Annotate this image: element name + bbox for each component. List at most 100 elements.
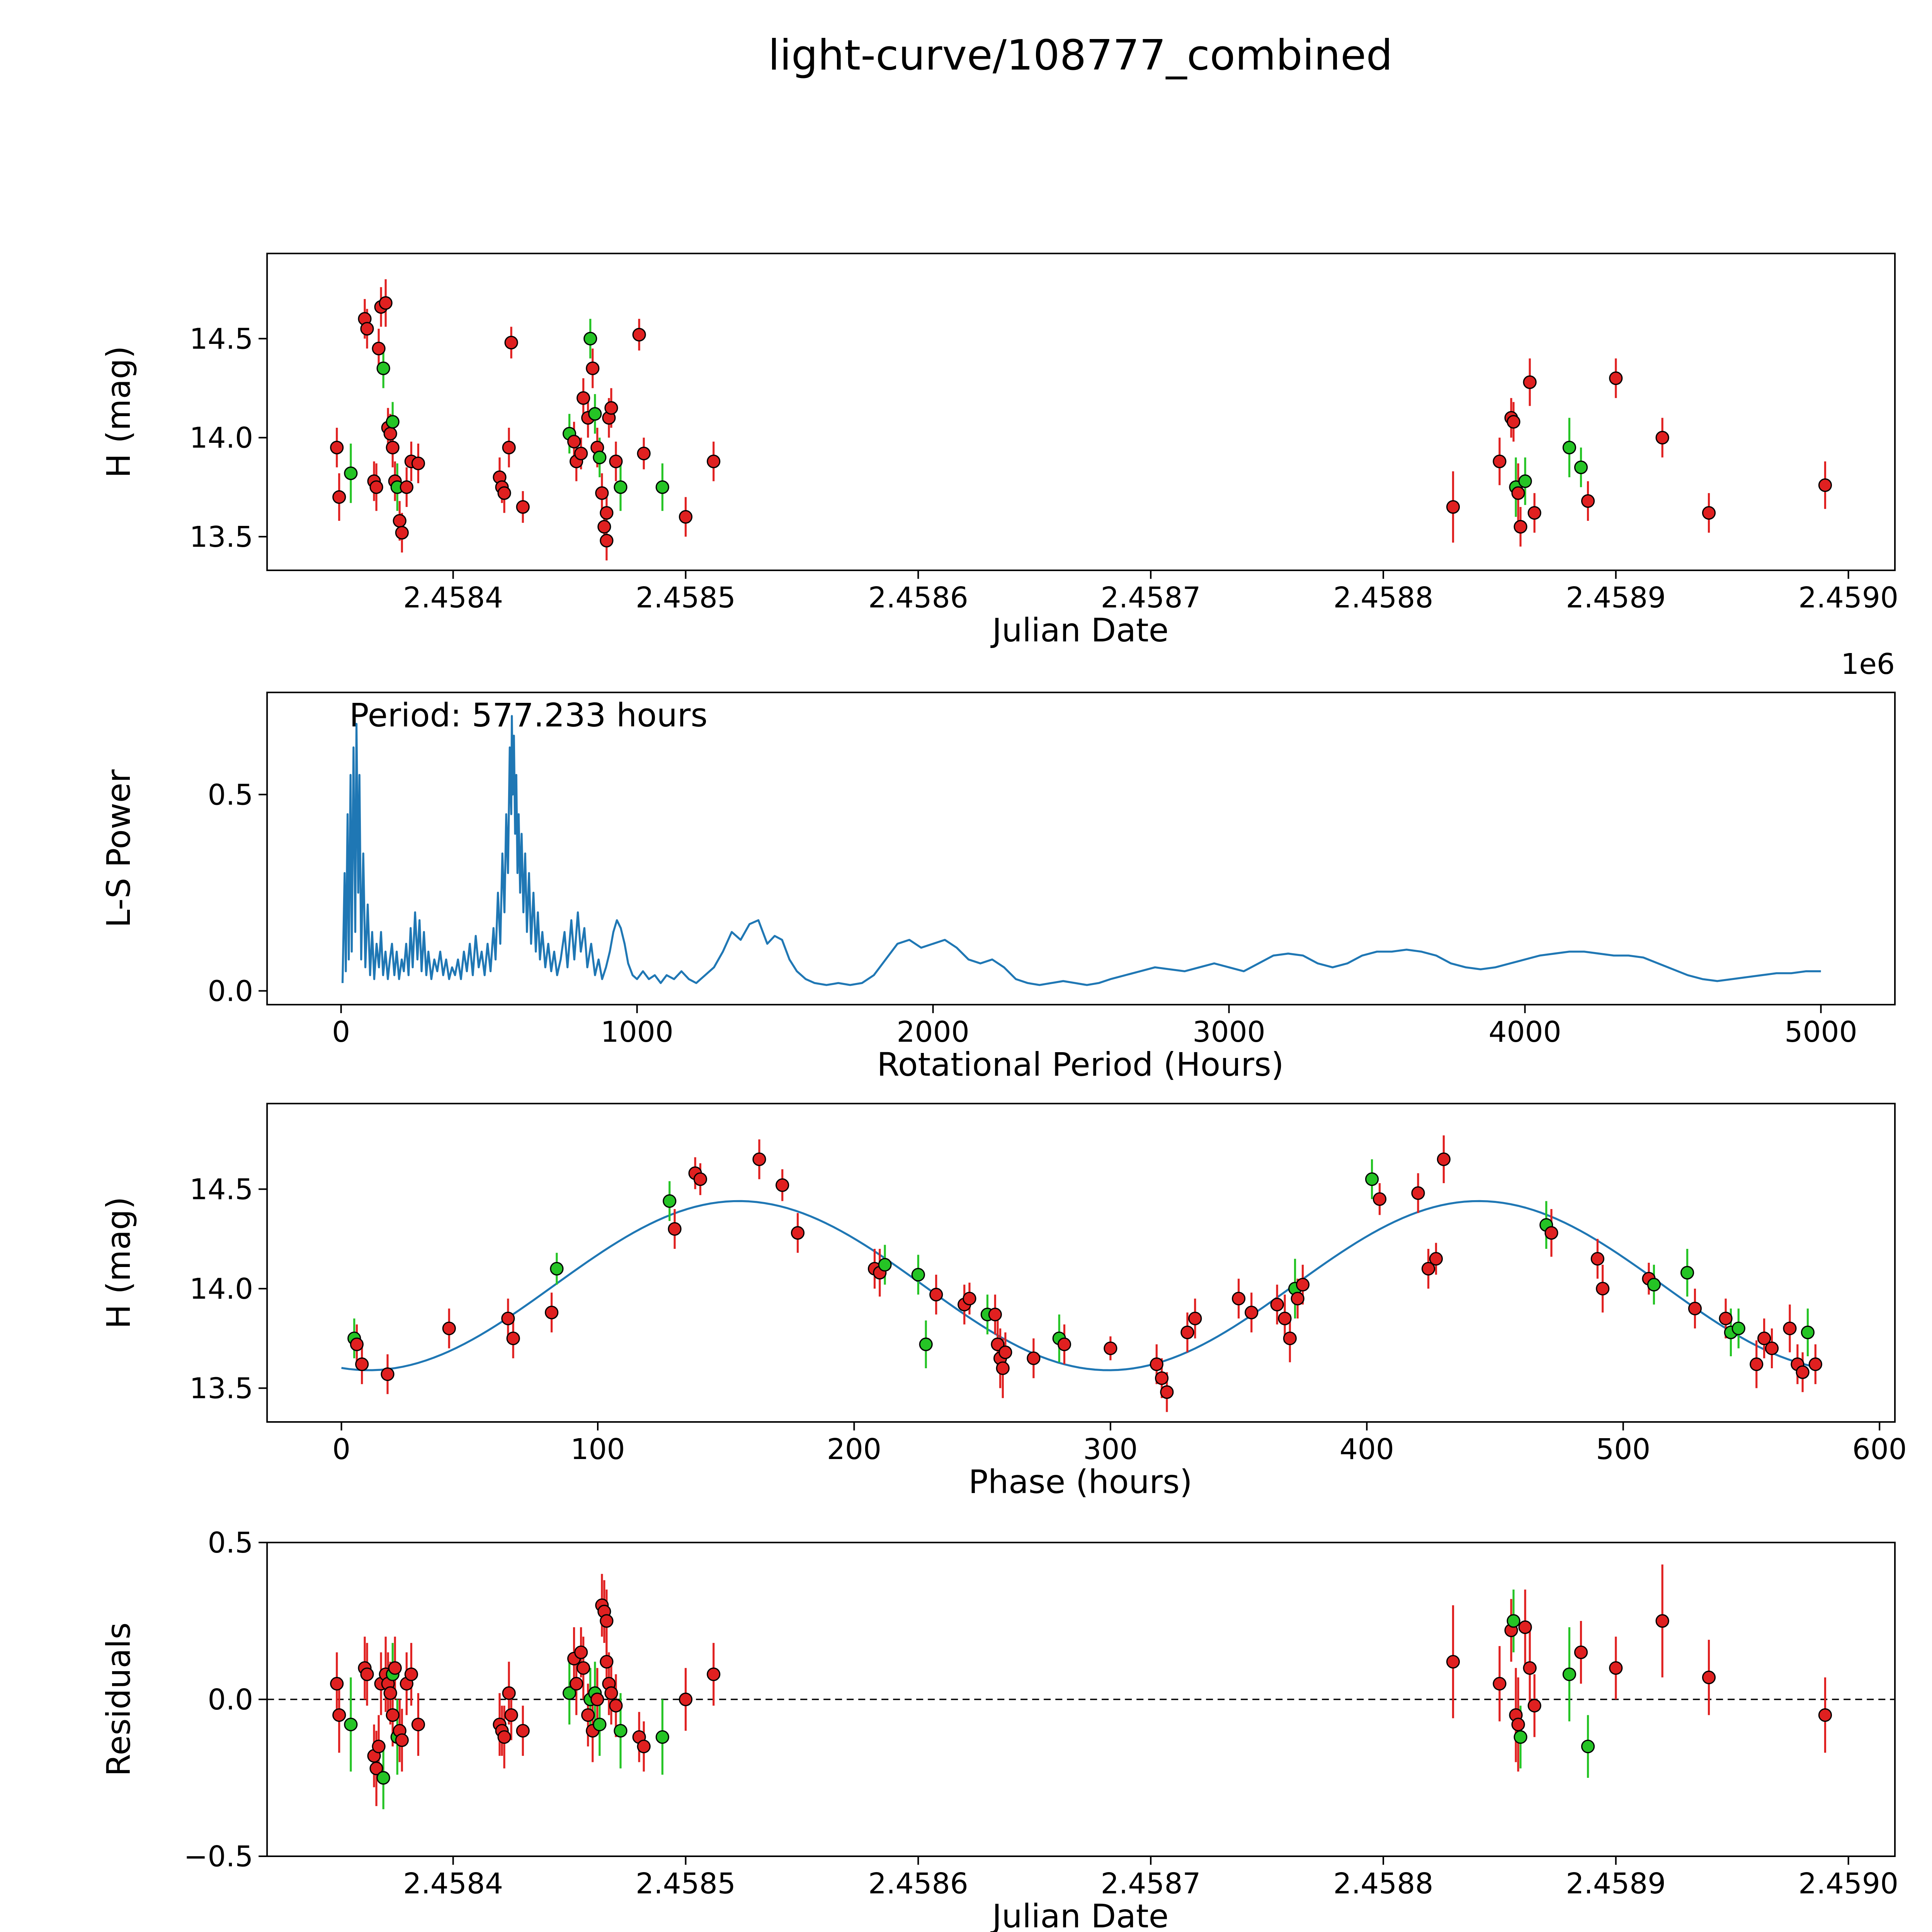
data-point — [776, 1178, 789, 1192]
y-tick-label: 13.5 — [189, 520, 253, 554]
data-point — [395, 1733, 409, 1747]
data-point — [1511, 486, 1525, 500]
data-point — [614, 1724, 628, 1738]
data-point — [386, 440, 400, 454]
x-tick-label: 3000 — [1192, 1015, 1265, 1049]
data-point — [574, 1645, 588, 1659]
x-tick-label: 0 — [332, 1433, 350, 1466]
data-point — [332, 1708, 346, 1722]
subplot1-xlabel: Julian Date — [990, 611, 1169, 649]
data-point — [679, 1692, 693, 1706]
data-point — [442, 1321, 456, 1335]
data-point — [1581, 1740, 1595, 1753]
data-point — [1511, 1718, 1525, 1731]
y-tick-label: 14.5 — [189, 1173, 253, 1206]
data-point — [1283, 1332, 1297, 1345]
x-tick-label: 100 — [570, 1433, 625, 1466]
data-point — [1581, 494, 1595, 508]
data-point — [1609, 371, 1623, 385]
data-point — [386, 415, 400, 429]
data-point — [501, 1311, 515, 1325]
data-point — [707, 1667, 721, 1681]
data-point — [632, 328, 646, 342]
x-tick-label: 500 — [1596, 1433, 1650, 1466]
data-point — [604, 401, 618, 415]
data-point — [350, 1337, 364, 1351]
data-point — [1702, 1670, 1716, 1684]
data-point — [1365, 1172, 1379, 1186]
y-tick-label: 0.5 — [208, 778, 253, 811]
data-point — [929, 1287, 943, 1301]
data-point — [1562, 1667, 1577, 1681]
data-point — [1655, 431, 1669, 445]
data-point — [379, 296, 393, 310]
data-point — [595, 486, 609, 500]
data-point — [1527, 506, 1541, 520]
x-tick-label: 2.4584 — [403, 581, 503, 614]
y-tick-label: 0.0 — [208, 1683, 253, 1716]
data-point — [386, 1708, 400, 1722]
data-point — [1180, 1325, 1194, 1339]
x-tick-label: 2.4589 — [1566, 1867, 1666, 1900]
data-point — [497, 486, 511, 500]
data-point — [1596, 1282, 1610, 1296]
data-point — [1446, 500, 1460, 514]
data-point — [998, 1345, 1012, 1359]
data-point — [344, 466, 358, 480]
subplot4-ylabel: Residuals — [100, 1622, 138, 1777]
data-point — [1027, 1351, 1041, 1365]
y-tick-label: 13.5 — [189, 1372, 253, 1405]
data-point — [637, 1740, 651, 1753]
figure-title: light-curve/108777_combined — [768, 31, 1393, 80]
data-point — [506, 1332, 520, 1345]
data-point — [1493, 1677, 1507, 1690]
periodogram-line — [341, 715, 1821, 986]
data-point — [1150, 1357, 1163, 1371]
data-point — [383, 1686, 397, 1700]
data-point — [1507, 1614, 1520, 1628]
data-point — [1155, 1371, 1169, 1385]
subplot2-ylabel: L-S Power — [100, 769, 138, 928]
x-tick-label: 1000 — [600, 1015, 673, 1049]
data-point — [1411, 1186, 1425, 1200]
data-point — [1808, 1357, 1822, 1371]
data-point — [1655, 1614, 1669, 1628]
data-point — [504, 1708, 518, 1722]
data-point — [581, 1708, 595, 1722]
x-tick-label: 4000 — [1488, 1015, 1561, 1049]
data-point — [1270, 1298, 1284, 1311]
axes-frame — [266, 1542, 1896, 1857]
y-tick-label: 14.0 — [189, 1272, 253, 1306]
x-tick-label: 2.4587 — [1101, 581, 1201, 614]
data-point — [516, 1724, 530, 1738]
data-point — [791, 1226, 805, 1240]
data-point — [1609, 1661, 1623, 1675]
data-point — [502, 1686, 516, 1700]
data-point — [1647, 1278, 1661, 1292]
data-point — [752, 1152, 766, 1166]
data-point — [604, 1686, 618, 1700]
data-point — [545, 1306, 559, 1320]
data-point — [597, 520, 611, 534]
data-point — [332, 490, 346, 504]
data-point — [1372, 1192, 1387, 1206]
data-point — [404, 1667, 418, 1681]
data-point — [1731, 1321, 1745, 1335]
x-tick-label: 2000 — [896, 1015, 969, 1049]
axes-frame — [266, 1103, 1896, 1423]
data-point — [1818, 478, 1832, 492]
data-point — [1104, 1341, 1117, 1355]
data-point — [577, 391, 590, 405]
data-point — [570, 1677, 583, 1690]
data-point — [504, 336, 518, 350]
data-point — [400, 480, 413, 494]
data-point — [1574, 1645, 1588, 1659]
data-point — [609, 1699, 623, 1713]
data-point — [1514, 1730, 1527, 1744]
data-point — [1562, 440, 1577, 454]
subplot3-ylabel: H (mag) — [100, 1197, 138, 1329]
x-tick-label: 0 — [332, 1015, 350, 1049]
data-point — [1514, 520, 1527, 534]
data-point — [583, 332, 597, 345]
data-point — [1523, 1661, 1537, 1675]
